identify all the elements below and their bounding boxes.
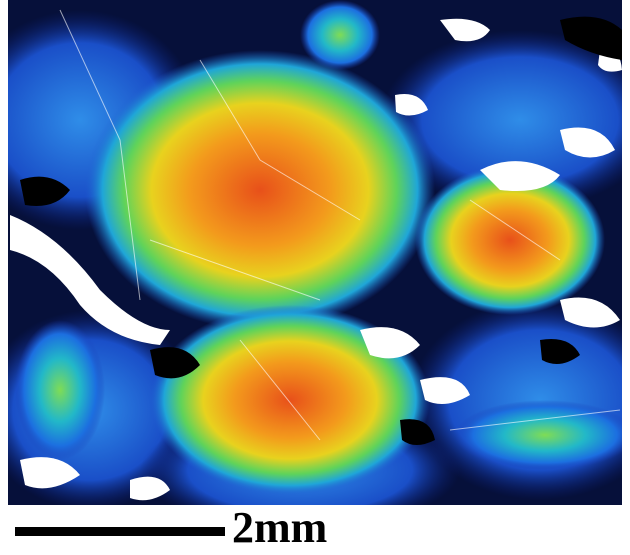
scale-bar-label: 2mm	[232, 503, 327, 552]
element-map	[8, 0, 622, 505]
scale-bar	[15, 527, 225, 536]
